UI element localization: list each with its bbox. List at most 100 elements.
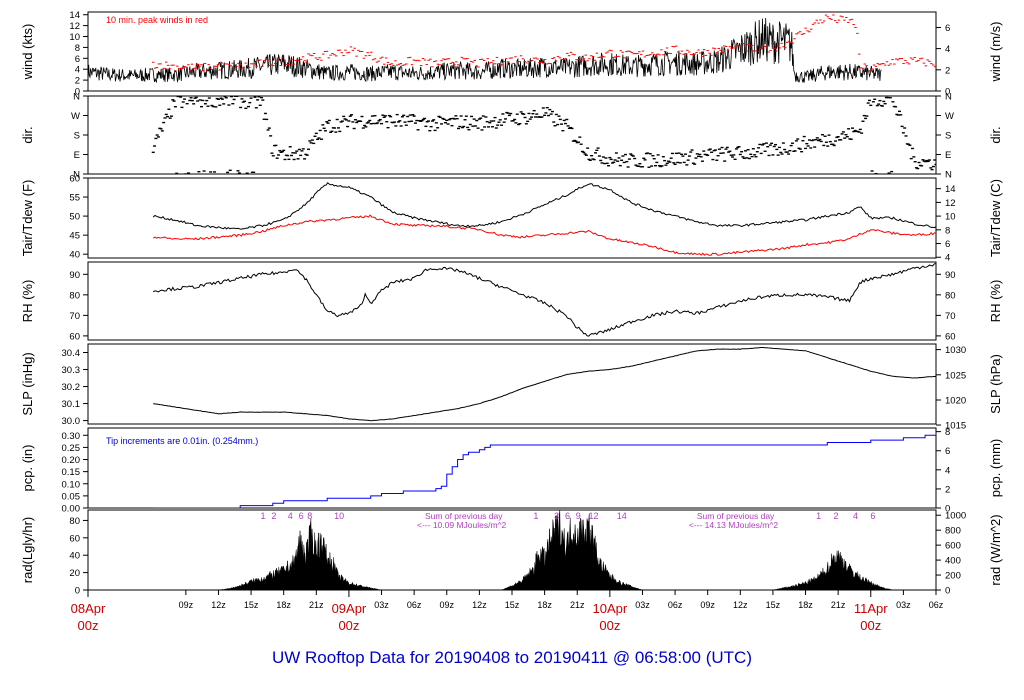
panel-frame [87,177,937,259]
panel-slp: 30.0 30.1 30.2 30.3 30.4 1015 1020 1025 1030 SLP … [20,343,1003,432]
y-tick-label-right: 6 [945,239,950,250]
y-tick-label-left: 20 [69,568,80,579]
time-tick-label: 03z [374,600,389,610]
series-group [152,181,936,256]
y-tick-label-left: 10 [69,32,80,43]
y-tick-label-left: 70 [69,311,80,322]
chart-title: UW Rooftop Data for 20190408 to 20190411… [271,648,752,667]
y-tick-label-left: 45 [69,231,80,242]
y-tick-label-left: 0.25 [62,443,81,454]
y-tick-label-left: 0.20 [62,455,81,466]
rad-hour-mark: 4 [853,511,858,521]
time-tick-label: 18z [276,600,291,610]
y-tick-label-right: 800 [945,526,961,537]
panel-frame [87,261,937,341]
y-tick-label-right: 70 [945,311,956,322]
y-tick-label-left: 55 [69,193,80,204]
time-tick-label: 18z [537,600,552,610]
panel-temp: 40 45 50 55 60 4 6 8 10 12 14 Tair/Tdew (F) Tair/Tde… [20,174,1003,264]
y-tick-label-left: 30.0 [62,416,81,427]
y-tick-label-right: 12 [945,198,956,209]
day-label-hour: 00z [78,618,99,633]
time-tick-label: 03z [635,600,650,610]
day-label-hour: 00z [599,618,620,633]
wind-series-line [88,17,882,84]
time-tick-label: 09z [179,600,194,610]
time-tick-label: 06z [929,600,944,610]
time-tick-label: 21z [570,600,585,610]
y-tick-label-left: 0.30 [62,431,81,442]
y-tick-label-left: 30.2 [62,382,81,393]
rad-hour-mark: 1 [261,511,266,521]
y-tick-label-right: 0 [945,504,950,515]
y-axis-label-right: wind (m/s) [988,22,1003,83]
tair-series-line [152,181,936,230]
panel-frame [87,427,937,509]
y-tick-label-right: 0 [945,586,950,597]
time-axis: 09z 12z 15z 18z 21z 03z 06z 09z 12z 15z 18z 21z 03z 0… [71,590,944,633]
y-axis-label-right: SLP (hPa) [988,354,1003,414]
slp-series-line [153,347,936,422]
y-tick-label-left: 90 [69,270,80,281]
panel-annotation: 10 min. peak winds in red [106,15,208,25]
rad-hour-mark: 6 [299,511,304,521]
y-axis-label-left: Tair/Tdew (F) [20,180,35,257]
rad-day-sum: Sum of previous day [425,511,503,521]
y-tick-label-right: 1030 [945,345,966,356]
time-tick-label: 15z [244,600,259,610]
time-tick-label: 15z [505,600,520,610]
day-label-date: 11Apr [854,601,888,616]
rad-hour-mark: 14 [617,511,627,521]
rad-hour-mark: 2 [271,511,276,521]
time-tick-label: 09z [440,600,455,610]
y-tick-label-right: 400 [945,556,961,567]
y-tick-label-right: 80 [945,290,956,301]
series-group [152,263,936,337]
y-tick-label-left: 40 [69,250,80,261]
rad-hour-mark: 3 [554,511,559,521]
y-axis-label-left: pcp. (in) [20,445,35,492]
y-tick-label-left: 40 [69,551,80,562]
y-axis-label-left: rad(Lgly/hr) [20,517,35,583]
y-axis-label-left: RH (%) [20,280,35,323]
y-tick-label-left: 30.1 [62,399,81,410]
y-tick-label-left: N [73,170,80,181]
y-tick-label-right: 2 [945,484,950,495]
series-group [151,96,936,174]
y-tick-label-left: 8 [75,43,80,54]
y-tick-label-left: 60 [69,533,80,544]
rad-hour-mark: 6 [565,511,570,521]
day-label-date: 08Apr [71,601,106,616]
y-tick-label-left: 0 [75,586,80,597]
day-label-hour: 00z [860,618,881,633]
rad-hour-mark: 2 [833,511,838,521]
y-axis-label-right: rad (W/m^2) [988,514,1003,585]
y-axis-label-right: pcp. (mm) [988,439,1003,498]
time-tick-label: 18z [798,600,813,610]
y-tick-label-right: 14 [945,184,956,195]
y-axis-label-right: RH (%) [988,280,1003,323]
y-tick-label-right: 4 [945,44,950,55]
y-tick-label-right: 6 [945,23,950,34]
time-tick-label: 03z [896,600,911,610]
y-tick-label-left: 30.4 [62,348,81,359]
rad-day-sum: Sum of previous day [697,511,775,521]
panel-frame [87,509,937,591]
y-tick-label-left: 30.3 [62,365,81,376]
y-tick-label-right: 2 [945,65,950,76]
y-tick-label-right: E [945,150,951,161]
y-tick-label-left: 2 [75,76,80,87]
rad-hour-mark: 12 [589,511,599,521]
y-tick-label-right: W [945,111,954,122]
y-tick-label-right: 4 [945,253,950,264]
y-axis-label-left: SLP (inHg) [20,352,35,415]
y-tick-label-left: 50 [69,212,80,223]
y-tick-label-right: 6 [945,446,950,457]
tdew-series-line [152,214,936,256]
panel-frame [87,95,937,175]
rad-hour-mark: 9 [576,511,581,521]
y-tick-label-left: 6 [75,54,80,65]
time-tick-label: 12z [472,600,487,610]
day-label-hour: 00z [338,618,359,633]
